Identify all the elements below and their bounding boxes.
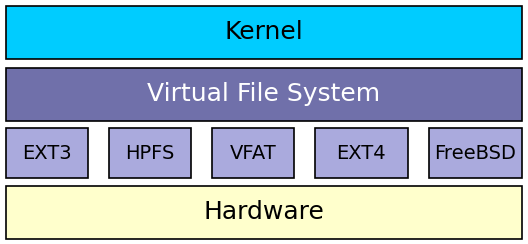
- FancyBboxPatch shape: [429, 128, 522, 178]
- Text: Hardware: Hardware: [204, 200, 324, 224]
- FancyBboxPatch shape: [109, 128, 191, 178]
- Text: EXT3: EXT3: [23, 144, 72, 163]
- FancyBboxPatch shape: [6, 186, 522, 239]
- Text: Kernel: Kernel: [224, 20, 304, 44]
- FancyBboxPatch shape: [6, 6, 522, 59]
- Text: HPFS: HPFS: [126, 144, 175, 163]
- Text: Virtual File System: Virtual File System: [147, 82, 381, 106]
- FancyBboxPatch shape: [6, 68, 522, 121]
- Text: EXT4: EXT4: [337, 144, 386, 163]
- FancyBboxPatch shape: [6, 128, 88, 178]
- FancyBboxPatch shape: [212, 128, 294, 178]
- Text: VFAT: VFAT: [230, 144, 277, 163]
- Text: FreeBSD: FreeBSD: [434, 144, 516, 163]
- FancyBboxPatch shape: [315, 128, 408, 178]
